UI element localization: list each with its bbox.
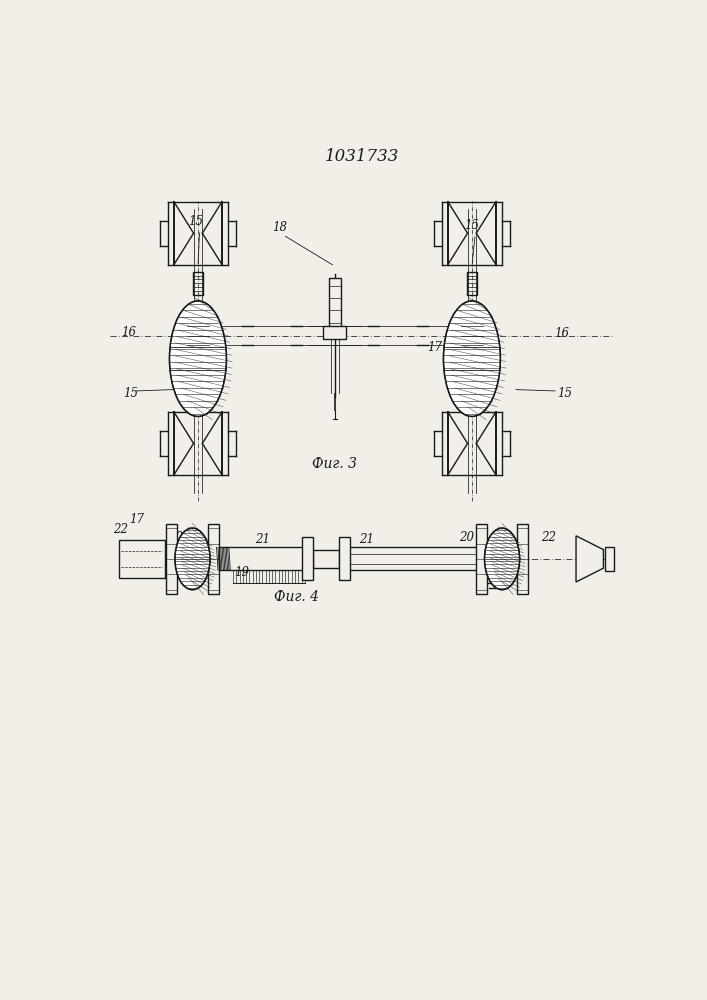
Bar	[476, 524, 486, 594]
Bar	[186, 306, 210, 365]
Text: 17: 17	[185, 341, 199, 354]
Ellipse shape	[443, 301, 501, 416]
Bar	[323, 326, 346, 339]
Ellipse shape	[170, 301, 226, 416]
Text: Фиг. 3: Фиг. 3	[312, 457, 358, 471]
Text: 22: 22	[112, 523, 128, 536]
Bar	[166, 524, 177, 594]
Text: 15: 15	[124, 387, 139, 400]
Ellipse shape	[175, 528, 210, 590]
Text: 1031733: 1031733	[325, 148, 399, 165]
Polygon shape	[576, 536, 604, 582]
Text: 5: 5	[341, 566, 349, 579]
Bar	[193, 272, 203, 295]
Text: 16: 16	[554, 327, 568, 340]
Bar	[119, 540, 165, 578]
Bar	[313, 550, 339, 568]
Bar	[339, 537, 350, 580]
Text: 21: 21	[255, 533, 270, 546]
Text: 22: 22	[541, 531, 556, 544]
Text: 17: 17	[427, 341, 442, 354]
Bar	[460, 306, 484, 365]
Text: 17: 17	[129, 513, 144, 526]
Text: 16: 16	[121, 326, 136, 339]
Bar	[208, 524, 218, 594]
Bar	[329, 278, 341, 332]
Text: 20: 20	[168, 531, 184, 544]
Ellipse shape	[484, 528, 520, 590]
Bar	[467, 272, 477, 295]
Text: 21: 21	[359, 533, 374, 546]
Text: 20: 20	[459, 531, 474, 544]
Bar	[604, 547, 614, 571]
Bar	[216, 547, 308, 570]
Bar	[518, 524, 528, 594]
Text: 18: 18	[273, 221, 288, 234]
Text: 15: 15	[188, 215, 203, 228]
Text: 15: 15	[464, 219, 479, 232]
Bar	[302, 537, 313, 580]
Text: 15: 15	[558, 387, 573, 400]
Bar	[345, 547, 478, 570]
Text: Фиг. 4: Фиг. 4	[274, 590, 319, 604]
Text: 19: 19	[234, 566, 250, 579]
